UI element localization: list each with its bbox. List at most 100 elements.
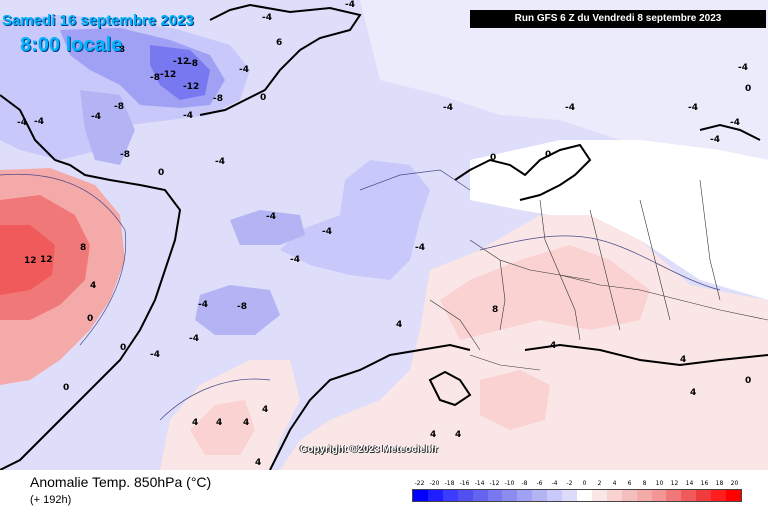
legend-swatch	[427, 490, 443, 501]
anomaly-region-warm-south	[480, 370, 550, 430]
anomaly-region-warm-west-hot	[0, 225, 55, 295]
contour-label: -4	[415, 243, 425, 253]
legend-swatch	[726, 490, 741, 501]
legend-label: 16	[700, 480, 709, 487]
contour-label: -12	[173, 57, 189, 67]
contour-label: 8	[492, 305, 498, 315]
contour-label: -4	[183, 111, 193, 121]
contour-label: 4	[550, 341, 556, 351]
contour-label: -12	[183, 82, 199, 92]
legend-swatch	[413, 490, 428, 501]
contour-label: 0	[158, 168, 164, 178]
contour-label: -8	[213, 94, 223, 104]
contour-label: -4	[262, 13, 272, 23]
anomaly-region-cold-west	[80, 90, 135, 165]
contour-label: -4	[150, 350, 160, 360]
anomaly-region-cold-deep	[150, 45, 210, 100]
contour-label: 0	[260, 93, 266, 103]
contour-label: -4	[290, 255, 300, 265]
contour-label: -4	[443, 103, 453, 113]
contour-label: -8	[114, 102, 124, 112]
legend-label: 8	[642, 480, 647, 487]
legend-label: -4	[551, 480, 558, 487]
anomaly-region-neutral-east	[470, 140, 768, 300]
contour-label: -4	[322, 227, 332, 237]
contour-label: -4	[198, 300, 208, 310]
contour-label: 0	[490, 153, 496, 163]
contour-label: 6	[276, 38, 282, 48]
legend-swatch	[591, 490, 607, 501]
country-borders	[429, 179, 768, 371]
contour-labels: -4-4-8-12-12-8-8-12-8-8-8-4 -4 -4 -46-40-4-…	[17, 0, 751, 468]
contour-label: -8	[237, 302, 247, 312]
model-run-label: Run GFS 6 Z du Vendredi 8 septembre 2023	[470, 10, 766, 28]
contour-label: 0	[545, 150, 551, 160]
legend-swatch	[576, 490, 592, 501]
contour-label: -4	[738, 63, 748, 73]
legend-swatch	[681, 490, 697, 501]
legend-swatch	[636, 490, 652, 501]
contour-label: -4	[34, 117, 44, 127]
legend-label: -2	[566, 480, 573, 487]
contour-label: 4	[430, 430, 436, 440]
coastlines	[0, 3, 768, 470]
legend-swatch	[472, 490, 488, 501]
legend-swatch	[502, 490, 518, 501]
contour-label: 0	[120, 343, 126, 353]
legend-label: -20	[429, 480, 440, 487]
contour-lines	[0, 169, 721, 421]
contour-label: -4	[730, 118, 740, 128]
legend-label: 10	[655, 480, 664, 487]
contour-label: -4	[345, 0, 355, 10]
legend-label: -18	[444, 480, 455, 487]
legend-label: -6	[536, 480, 543, 487]
map-footer: Anomalie Temp. 850hPa (°C) (+ 192h) -22-…	[0, 470, 768, 512]
contour-label: -4	[91, 112, 101, 122]
legend-label: -12	[489, 480, 500, 487]
forecast-date-label: Samedi 16 septembre 2023	[2, 12, 194, 29]
contour-label: -4	[688, 103, 698, 113]
legend-swatch	[666, 490, 682, 501]
contour-label: -8	[150, 73, 160, 83]
legend-label: 0	[582, 480, 587, 487]
contour-label: 0	[745, 376, 751, 386]
contour-label: -8	[115, 45, 125, 55]
anomaly-region-cold-atlantic	[280, 160, 430, 280]
contour-label: 4	[192, 418, 198, 428]
contour-label: 4	[90, 281, 96, 291]
legend-swatch	[651, 490, 667, 501]
legend-label: -22	[414, 480, 425, 487]
contour-label: 0	[63, 383, 69, 393]
legend-swatch	[457, 490, 473, 501]
contour-label: 4	[262, 405, 268, 415]
contour-label: 12	[24, 256, 37, 266]
legend-swatch	[711, 490, 727, 501]
legend-label: -8	[521, 480, 528, 487]
legend-swatch	[621, 490, 637, 501]
lead-time-label: (+ 192h)	[30, 494, 72, 506]
legend-label: -10	[504, 480, 515, 487]
temperature-anomaly-map: -4 -4 -8 -12 -12 -8 -8 -12 -8 -8 -8 -4 -4 -4 -4 6 -4 0 -4-…	[0, 0, 768, 470]
anomaly-region-cold-atlantic-west	[230, 210, 305, 245]
anomaly-region-cold-atlantic-south	[195, 285, 280, 335]
legend-swatch	[606, 490, 622, 501]
contour-label: 4	[243, 418, 249, 428]
anomaly-region-warm-europe	[280, 215, 768, 470]
legend-swatch	[532, 490, 548, 501]
legend-label: 2	[597, 480, 602, 487]
legend-label: 18	[715, 480, 724, 487]
contour-label: -4	[710, 135, 720, 145]
legend-swatch	[696, 490, 712, 501]
legend-swatch	[442, 490, 458, 501]
contour-label: 4	[216, 418, 222, 428]
legend-label: 4	[612, 480, 617, 487]
contour-label: -8	[188, 59, 198, 69]
contour-label: 0	[87, 314, 93, 324]
contour-label: -4	[266, 212, 276, 222]
contour-label: -4	[215, 157, 225, 167]
legend-swatch	[562, 490, 577, 501]
contour-label: 4	[455, 430, 461, 440]
contour-label: -4	[239, 65, 249, 75]
contour-label: -4	[565, 103, 575, 113]
legend-label: 20	[730, 480, 739, 487]
